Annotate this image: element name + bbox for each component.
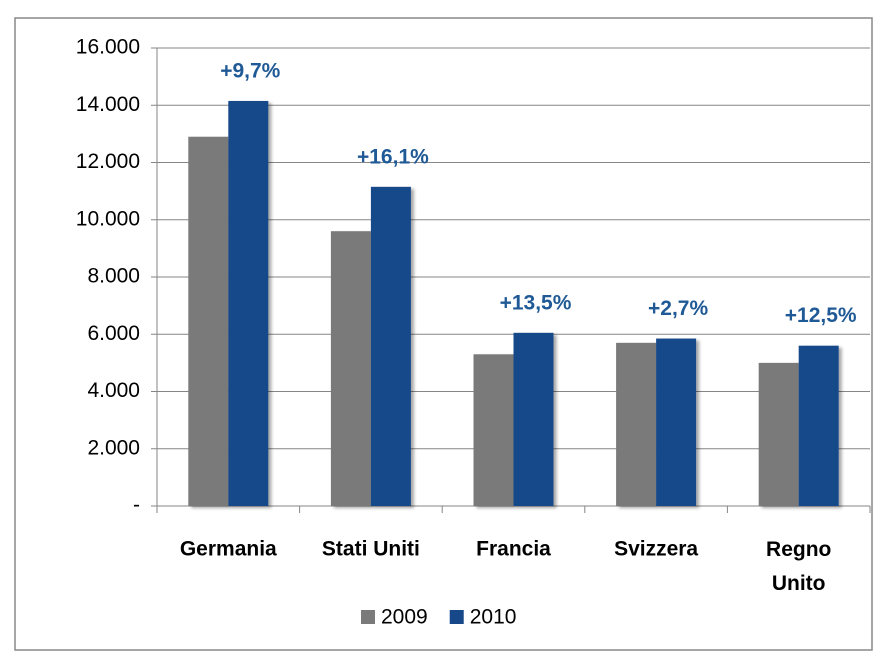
bar (228, 100, 269, 507)
y-tick-label: 2.000 (87, 436, 140, 459)
legend-label: 2010 (470, 606, 517, 629)
annotation: +13,5% (500, 291, 572, 314)
annotation: +9,7% (220, 60, 280, 83)
legend-label: 2009 (381, 606, 428, 629)
bar (370, 186, 411, 507)
bar (656, 338, 697, 506)
bar (188, 136, 229, 507)
legend-swatch (449, 610, 464, 624)
y-tick-label: 14.000 (76, 93, 140, 116)
x-tick-label: Germania (180, 538, 277, 561)
bar (473, 354, 514, 506)
annotation: +12,5% (785, 304, 857, 327)
y-tick-label: 8.000 (87, 265, 140, 288)
bar (330, 231, 371, 506)
legend-swatch (361, 610, 375, 624)
x-tick-label: Stati Uniti (322, 538, 420, 561)
y-tick-label: 6.000 (87, 322, 140, 345)
y-tick-label: 10.000 (76, 207, 140, 230)
y-tick-label: 4.000 (87, 379, 140, 402)
x-tick-label: Francia (476, 538, 551, 561)
y-tick-label: - (133, 494, 140, 517)
annotation: +2,7% (648, 297, 708, 320)
bar (616, 342, 657, 506)
x-tick-label: Regno Unito (766, 538, 831, 595)
bar (758, 362, 799, 506)
bar (798, 345, 839, 506)
bar (513, 332, 554, 506)
x-tick-label: Svizzera (614, 538, 698, 561)
y-tick-label: 16.000 (76, 36, 140, 59)
annotation: +16,1% (357, 145, 429, 168)
y-tick-label: 12.000 (76, 150, 140, 173)
